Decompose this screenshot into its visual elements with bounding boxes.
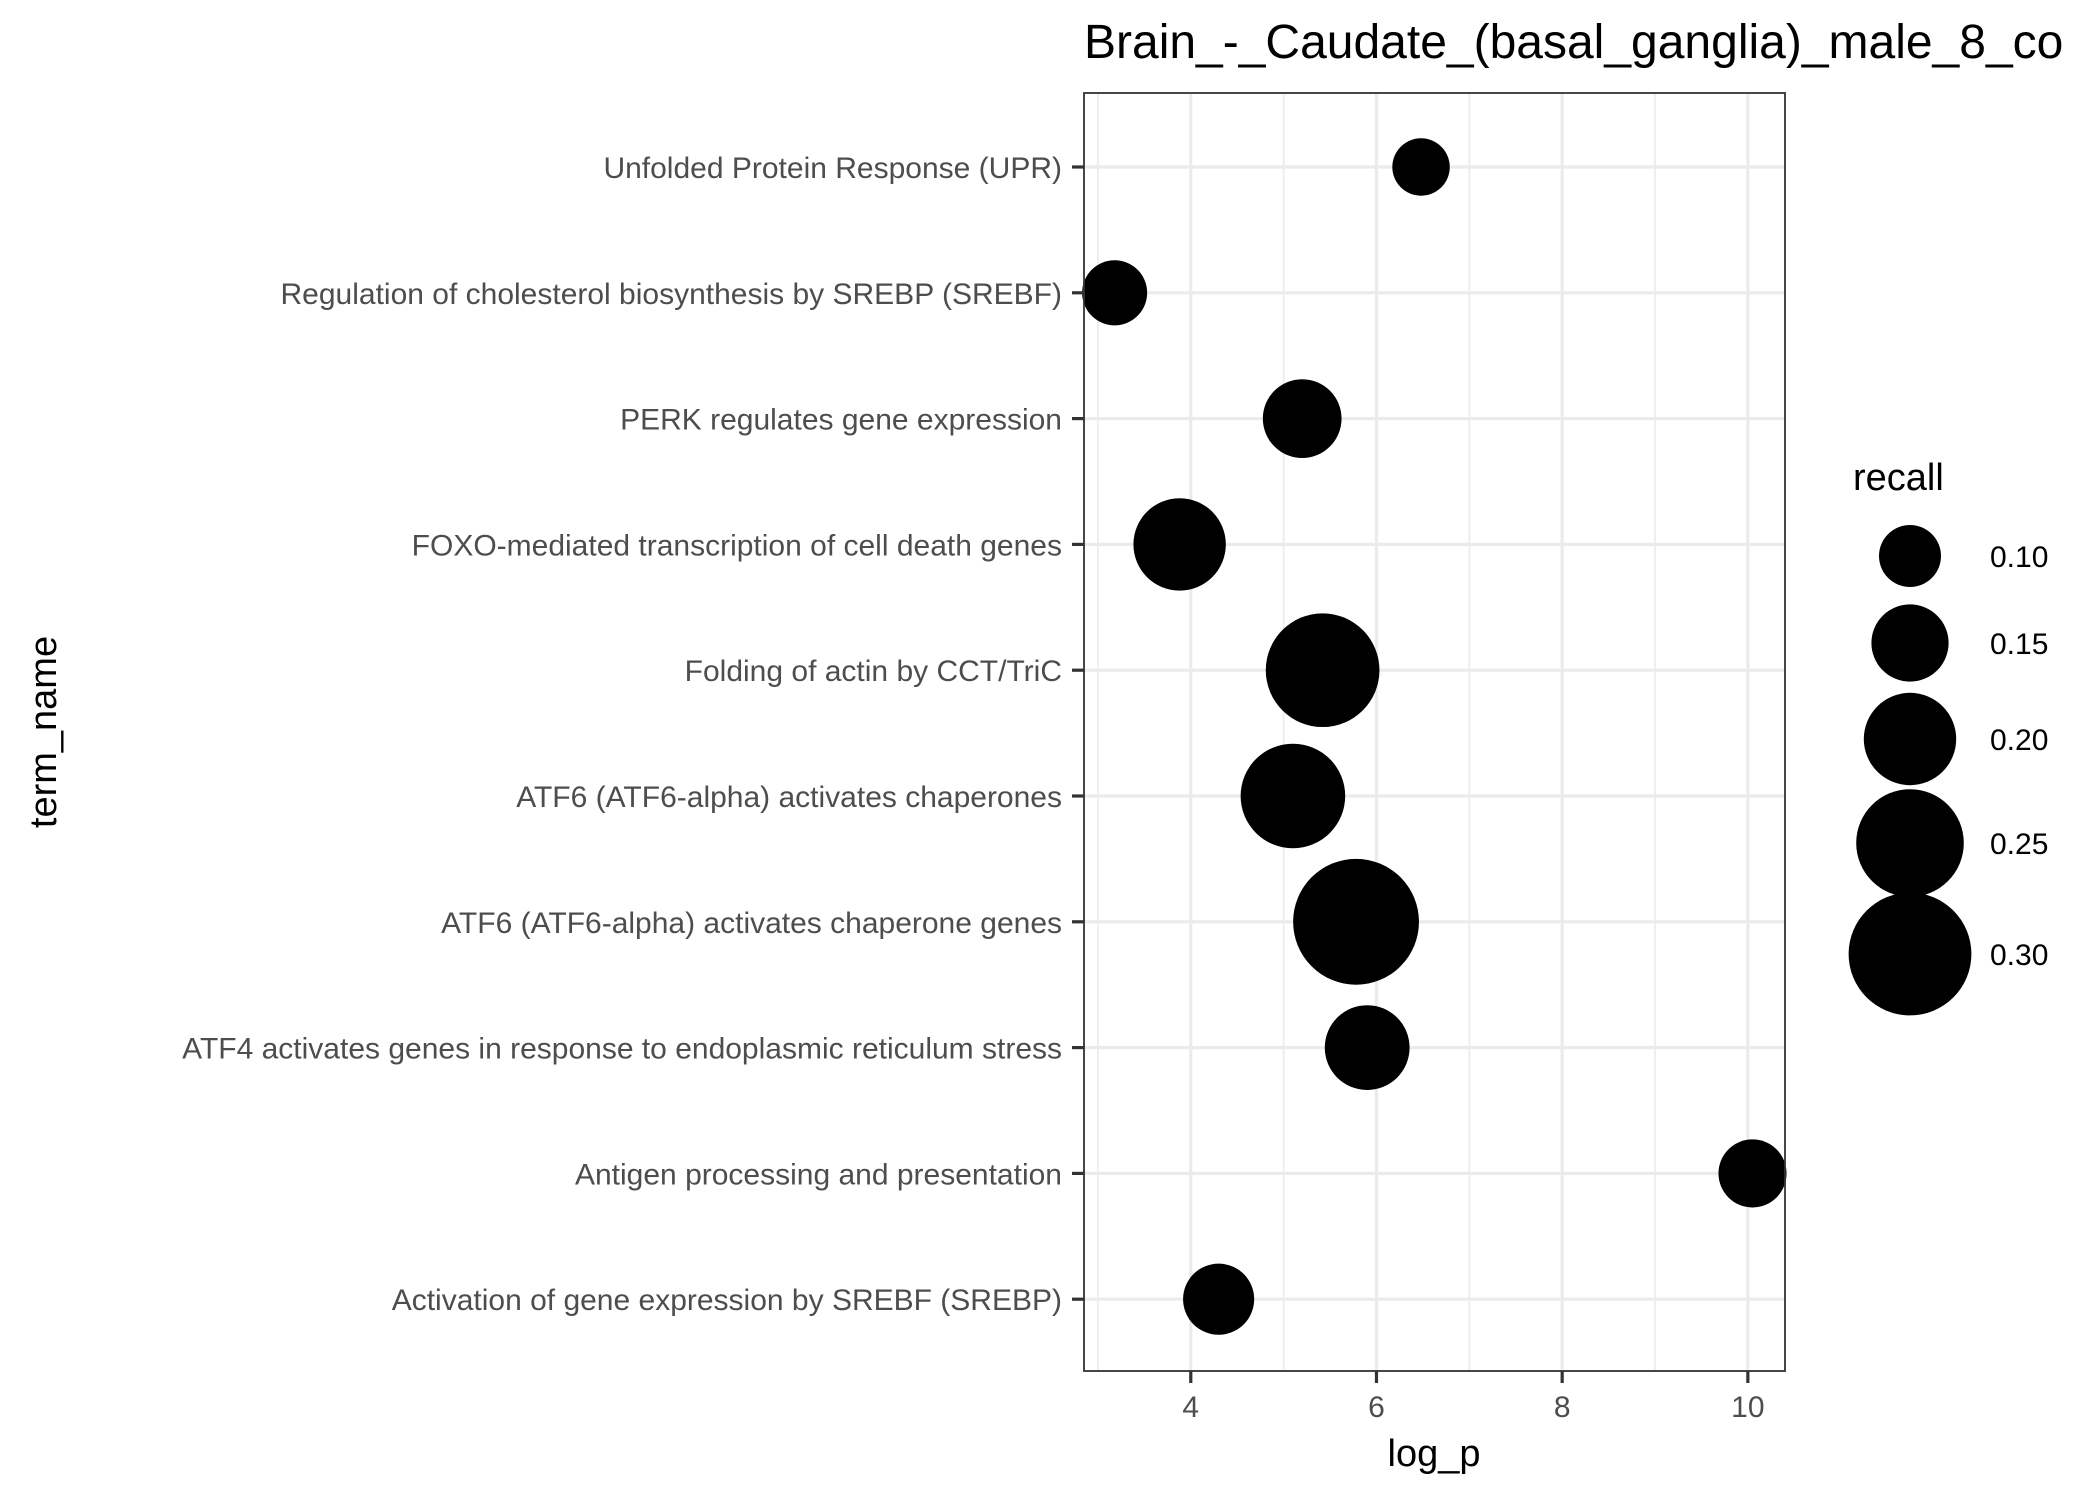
legend-key bbox=[1856, 789, 1964, 897]
legend-key bbox=[1848, 892, 1972, 1016]
x-tick-label: 10 bbox=[1731, 1391, 1764, 1424]
y-tick-label: Activation of gene expression by SREBF (… bbox=[392, 1284, 1062, 1317]
x-axis-title: log_p bbox=[1388, 1433, 1481, 1475]
legend-label: 0.30 bbox=[1990, 939, 2048, 972]
x-tick-label: 8 bbox=[1554, 1391, 1571, 1424]
data-point bbox=[1265, 613, 1380, 728]
legend-items: 0.10 0.15 0.20 0.25 0.30 bbox=[1848, 525, 2048, 1016]
x-tick-label: 6 bbox=[1368, 1391, 1385, 1424]
data-point bbox=[1133, 498, 1226, 591]
x-axis: 4 6 8 10 bbox=[1182, 1371, 1765, 1424]
data-point bbox=[1392, 138, 1450, 196]
chart-title: Brain_-_Caudate_(basal_ganglia)_male_8_c… bbox=[1084, 16, 2063, 69]
y-tick-label: Unfolded Protein Response (UPR) bbox=[603, 152, 1062, 185]
legend-key bbox=[1879, 525, 1941, 587]
y-tick-label: Regulation of cholesterol biosynthesis b… bbox=[281, 278, 1062, 311]
y-tick-label: ATF6 (ATF6-alpha) activates chaperone ge… bbox=[441, 907, 1062, 940]
legend-label: 0.15 bbox=[1990, 628, 2048, 661]
panel-border bbox=[1083, 92, 1786, 1372]
data-point bbox=[1240, 743, 1346, 849]
y-axis: Unfolded Protein Response (UPR) Regulatio… bbox=[182, 152, 1084, 1317]
legend-title: recall bbox=[1853, 457, 1944, 499]
legend: recall 0.10 0.15 0.20 0.25 0.30 bbox=[1848, 457, 2048, 1016]
y-tick-label: Antigen processing and presentation bbox=[575, 1158, 1062, 1191]
y-tick-label: Folding of actin by CCT/TriC bbox=[685, 655, 1062, 688]
data-point bbox=[1293, 858, 1419, 985]
legend-label: 0.10 bbox=[1990, 541, 2048, 574]
data-points bbox=[1082, 138, 1787, 1335]
y-tick-label: ATF6 (ATF6-alpha) activates chaperones bbox=[516, 781, 1062, 814]
legend-label: 0.20 bbox=[1990, 724, 2048, 757]
data-point bbox=[1183, 1263, 1255, 1335]
grid-major bbox=[1084, 93, 1785, 1371]
x-tick-label: 4 bbox=[1182, 1391, 1199, 1424]
y-tick-label: FOXO-mediated transcription of cell deat… bbox=[412, 529, 1062, 562]
legend-key bbox=[1863, 692, 1957, 786]
y-axis-title: term_name bbox=[23, 636, 65, 828]
y-tick-label: PERK regulates gene expression bbox=[620, 404, 1062, 437]
legend-key bbox=[1871, 604, 1949, 682]
data-point bbox=[1324, 1005, 1410, 1090]
data-point bbox=[1718, 1139, 1787, 1208]
data-point bbox=[1262, 379, 1342, 458]
data-point bbox=[1082, 260, 1148, 326]
y-tick-label: ATF4 activates genes in response to endo… bbox=[182, 1033, 1062, 1066]
legend-label: 0.25 bbox=[1990, 828, 2048, 861]
